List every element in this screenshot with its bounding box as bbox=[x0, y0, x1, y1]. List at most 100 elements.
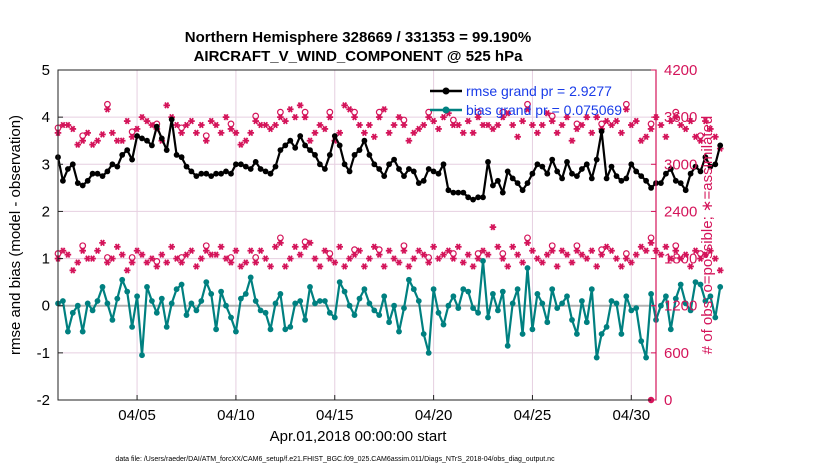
obs-star-stroke bbox=[277, 239, 283, 247]
obs-star-stroke bbox=[144, 117, 150, 125]
obs-star-stroke bbox=[559, 247, 565, 255]
obs-star-stroke bbox=[648, 239, 654, 247]
obs-star-stroke bbox=[307, 137, 313, 145]
obs-possible-marker bbox=[598, 120, 606, 128]
obs-star-stroke bbox=[342, 102, 348, 109]
obs-star-stroke bbox=[609, 121, 614, 129]
obs-possible-marker bbox=[647, 234, 655, 242]
obs-star-stroke bbox=[361, 129, 367, 137]
x-tick-label: 04/30 bbox=[613, 407, 651, 424]
obs-assimilated-marker bbox=[504, 263, 512, 270]
obs-possible-marker bbox=[548, 242, 556, 250]
bias-point bbox=[534, 291, 541, 297]
obs-star-stroke bbox=[114, 137, 120, 145]
obs-star-stroke bbox=[416, 247, 422, 255]
bias-point bbox=[430, 286, 437, 293]
obs-star-stroke bbox=[248, 247, 254, 255]
obs-assimilated-marker bbox=[543, 251, 551, 258]
obs-assimilated-marker bbox=[677, 255, 685, 262]
rmse-point bbox=[69, 161, 76, 168]
obs-assimilated-marker bbox=[420, 251, 428, 258]
obs-possible-marker bbox=[227, 254, 235, 261]
rmse-point bbox=[499, 189, 506, 196]
bias-point bbox=[564, 293, 570, 300]
obs-assimilated-marker bbox=[588, 247, 596, 255]
obs-assimilated-marker bbox=[598, 251, 605, 258]
bias-point bbox=[134, 293, 141, 300]
rmse-point bbox=[425, 166, 432, 172]
rmse-point bbox=[638, 173, 645, 180]
obs-star-stroke bbox=[702, 117, 708, 125]
y-right-tick-label: 0 bbox=[664, 392, 672, 409]
obs-star-stroke bbox=[539, 259, 545, 266]
rmse-point bbox=[178, 154, 185, 161]
obs-star-stroke bbox=[594, 113, 600, 121]
bias-point bbox=[371, 307, 378, 314]
obs-assimilated-marker bbox=[123, 267, 131, 274]
bias-point bbox=[707, 293, 714, 300]
bias-point bbox=[163, 324, 170, 330]
bias-point bbox=[687, 307, 694, 314]
obs-star-stroke bbox=[589, 129, 595, 137]
rmse-point bbox=[658, 180, 664, 187]
data-file-footnote: data file: /Users/raeder/DAI/ATM_forcXX/… bbox=[115, 456, 555, 463]
obs-assimilated-marker bbox=[133, 247, 141, 255]
rmse-point bbox=[712, 161, 719, 168]
obs-star-stroke bbox=[238, 141, 244, 148]
bias-point bbox=[583, 319, 590, 326]
obs-assimilated-marker bbox=[321, 125, 329, 133]
obs-star-stroke bbox=[218, 129, 224, 137]
rmse-point bbox=[613, 173, 620, 180]
rmse-point bbox=[579, 166, 585, 172]
bias-point bbox=[173, 286, 180, 293]
obs-assimilated-marker bbox=[361, 129, 368, 137]
obs-star-stroke bbox=[366, 121, 372, 129]
obs-star-stroke bbox=[213, 251, 219, 258]
obs-assimilated-marker bbox=[306, 137, 314, 145]
legend-rmse-label: rmse grand pr = 2.9277 bbox=[466, 83, 612, 99]
legend-bias-marker bbox=[442, 106, 450, 114]
obs-possible-marker bbox=[326, 250, 334, 257]
obs-star-stroke bbox=[80, 137, 86, 145]
rmse-point bbox=[292, 144, 299, 151]
rmse-point bbox=[272, 163, 279, 170]
obs-star-stroke bbox=[702, 251, 708, 258]
y-right-tick-label: 1200 bbox=[664, 298, 697, 315]
obs-possible-marker bbox=[128, 254, 136, 261]
rmse-point bbox=[470, 196, 476, 203]
obs-assimilated-marker bbox=[291, 113, 299, 121]
rmse-point bbox=[623, 175, 630, 182]
obs-star-stroke bbox=[594, 263, 600, 270]
obs-star-stroke bbox=[658, 121, 664, 129]
obs-assimilated-marker bbox=[366, 255, 373, 262]
rmse-point bbox=[242, 163, 249, 170]
obs-assimilated-marker bbox=[534, 129, 541, 137]
obs-assimilated-marker bbox=[627, 121, 635, 129]
bias-point bbox=[376, 312, 383, 318]
bias-point bbox=[119, 276, 126, 283]
obs-assimilated-marker bbox=[692, 247, 699, 255]
x-tick-label: 04/25 bbox=[514, 407, 552, 424]
obs-star-stroke bbox=[228, 259, 234, 266]
obs-star-stroke bbox=[124, 117, 130, 125]
rmse-point bbox=[60, 177, 66, 184]
obs-star-stroke bbox=[658, 251, 664, 258]
bias-point bbox=[504, 342, 511, 349]
obs-possible-marker bbox=[449, 250, 457, 257]
obs-assimilated-marker bbox=[435, 125, 442, 133]
bias-point bbox=[569, 317, 575, 323]
bias-point bbox=[470, 305, 476, 311]
obs-star-stroke bbox=[70, 125, 76, 133]
obs-assimilated-marker bbox=[118, 137, 126, 145]
obs-star-stroke bbox=[485, 251, 491, 258]
bias-point bbox=[672, 295, 679, 302]
rmse-point bbox=[198, 170, 205, 177]
obs-star-stroke bbox=[104, 105, 110, 113]
obs-assimilated-marker bbox=[519, 259, 526, 266]
obs-star-stroke bbox=[530, 247, 535, 255]
obs-star-stroke bbox=[129, 259, 135, 266]
obs-assimilated-marker bbox=[148, 255, 156, 262]
obs-star-stroke bbox=[515, 251, 521, 258]
obs-star-stroke bbox=[184, 121, 189, 129]
obs-star-stroke bbox=[584, 113, 590, 121]
